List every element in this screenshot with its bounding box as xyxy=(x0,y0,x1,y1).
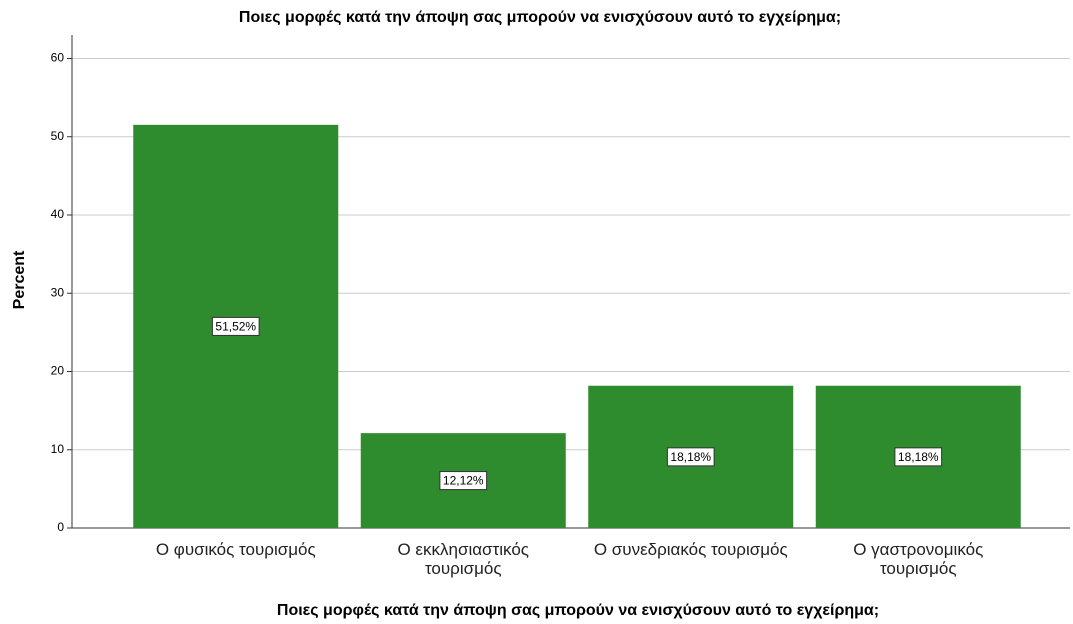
value-label-box xyxy=(439,471,488,491)
chart-title: Ποιες μορφές κατά την άποψη σας μπορούν … xyxy=(239,9,841,26)
x-tick-label: Ο συνεδριακός τουρισμός xyxy=(593,540,788,559)
value-label: 12,12% xyxy=(443,474,484,488)
value-label: 18,18% xyxy=(670,450,711,464)
y-tick-label: 20 xyxy=(51,364,65,378)
y-tick-label: 30 xyxy=(51,285,65,299)
y-tick-label: 50 xyxy=(51,129,65,143)
value-label: 18,18% xyxy=(898,450,939,464)
y-tick-label: 0 xyxy=(57,520,64,534)
x-axis-title: Ποιες μορφές κατά την άποψη σας μπορούν … xyxy=(277,602,879,619)
value-label-box xyxy=(894,447,943,467)
y-tick-label: 60 xyxy=(51,51,65,65)
value-label: 51,52% xyxy=(215,320,256,334)
x-tick-label: Ο εκκλησιαστικός τουρισμός xyxy=(397,540,529,578)
y-tick-label: 10 xyxy=(51,442,65,456)
value-label-box xyxy=(666,447,715,467)
y-tick-label: 40 xyxy=(51,207,65,221)
value-label-box xyxy=(211,316,260,336)
x-tick-label: Ο γαστρονομικός τουρισμός xyxy=(853,540,984,578)
x-tick-label: Ο φυσικός τουρισμός xyxy=(155,540,316,559)
y-axis-title: Percent xyxy=(11,250,28,309)
